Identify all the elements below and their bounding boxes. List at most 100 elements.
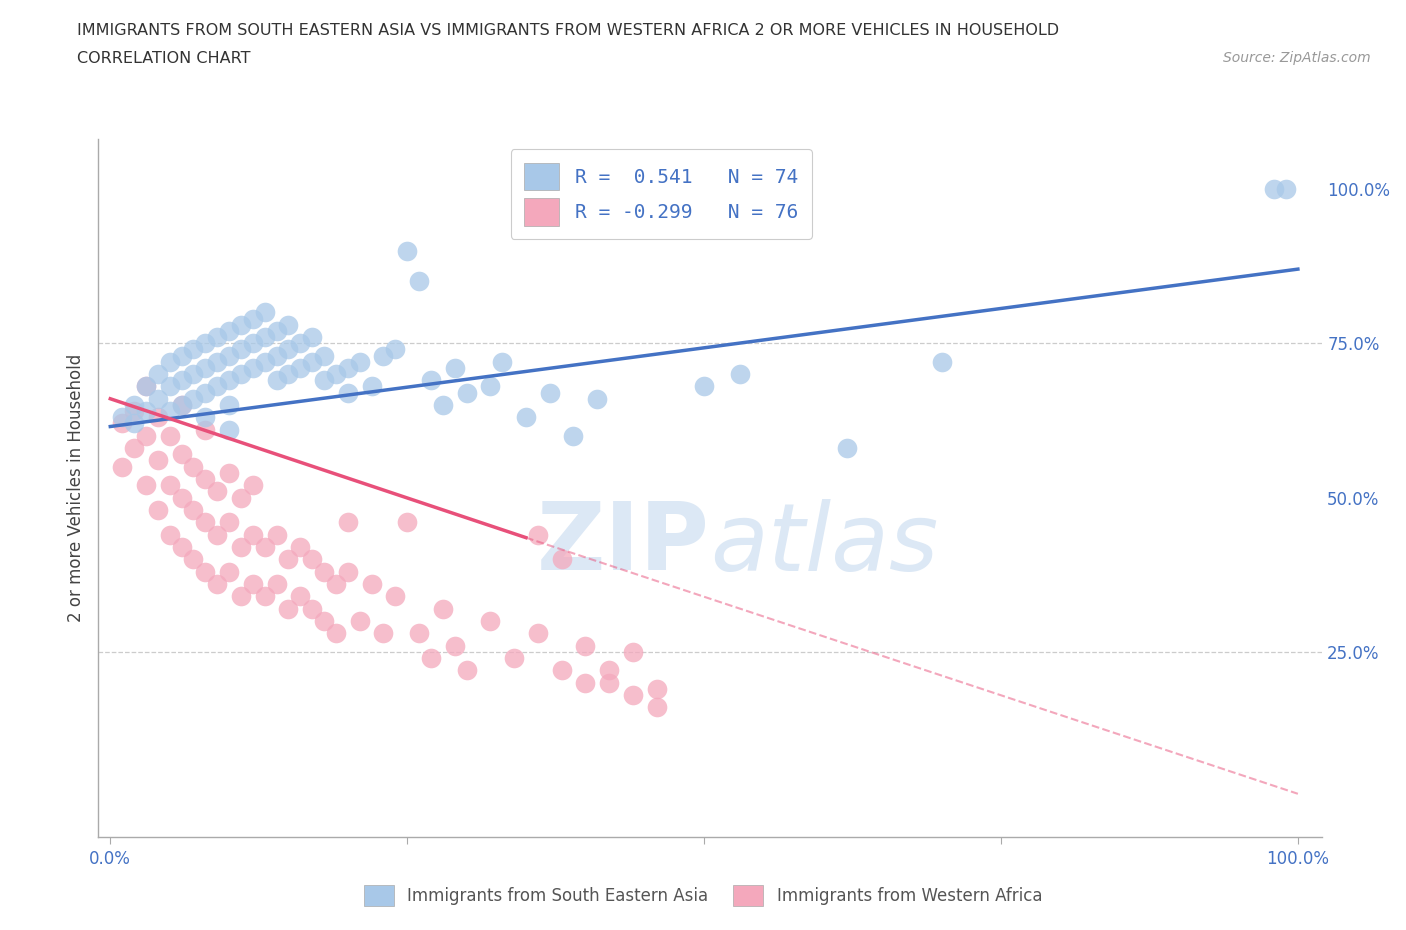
- Point: [621, 687, 644, 702]
- Point: [218, 565, 240, 579]
- Point: [194, 565, 217, 579]
- Point: [312, 565, 335, 579]
- Legend: R =  0.541   N = 74, R = -0.299   N = 76: R = 0.541 N = 74, R = -0.299 N = 76: [510, 149, 811, 239]
- Point: [396, 243, 419, 258]
- Point: [205, 354, 228, 369]
- Point: [277, 601, 299, 616]
- Point: [312, 614, 335, 629]
- Point: [218, 373, 240, 388]
- Point: [835, 441, 858, 456]
- Point: [349, 614, 371, 629]
- Point: [290, 589, 312, 604]
- Point: [218, 397, 240, 412]
- Point: [135, 478, 157, 493]
- Point: [205, 527, 228, 542]
- Point: [312, 348, 335, 363]
- Point: [420, 373, 443, 388]
- Point: [229, 539, 252, 554]
- Point: [194, 515, 217, 530]
- Point: [931, 354, 953, 369]
- Point: [229, 317, 252, 332]
- Point: [122, 441, 145, 456]
- Point: [290, 361, 312, 376]
- Point: [170, 397, 193, 412]
- Point: [146, 453, 169, 468]
- Point: [527, 626, 550, 641]
- Point: [253, 539, 276, 554]
- Point: [183, 502, 205, 517]
- Point: [183, 459, 205, 474]
- Point: [111, 410, 134, 425]
- Point: [266, 373, 288, 388]
- Point: [550, 551, 572, 566]
- Point: [194, 472, 217, 486]
- Point: [135, 404, 157, 418]
- Point: [527, 527, 550, 542]
- Point: [218, 422, 240, 437]
- Point: [218, 515, 240, 530]
- Point: [538, 385, 561, 400]
- Point: [170, 373, 193, 388]
- Point: [229, 490, 252, 505]
- Point: [266, 527, 288, 542]
- Point: [266, 577, 288, 591]
- Point: [408, 626, 430, 641]
- Point: [443, 361, 465, 376]
- Point: [277, 366, 299, 381]
- Point: [205, 484, 228, 498]
- Point: [598, 675, 620, 690]
- Point: [290, 539, 312, 554]
- Point: [586, 392, 609, 406]
- Point: [159, 527, 181, 542]
- Point: [146, 502, 169, 517]
- Text: atlas: atlas: [710, 498, 938, 590]
- Point: [598, 663, 620, 678]
- Point: [456, 385, 478, 400]
- Point: [194, 422, 217, 437]
- Point: [229, 589, 252, 604]
- Point: [277, 342, 299, 357]
- Point: [111, 416, 134, 431]
- Point: [266, 324, 288, 339]
- Point: [479, 614, 502, 629]
- Point: [325, 577, 347, 591]
- Point: [183, 342, 205, 357]
- Point: [479, 379, 502, 393]
- Point: [443, 638, 465, 653]
- Point: [170, 397, 193, 412]
- Point: [408, 274, 430, 289]
- Point: [218, 324, 240, 339]
- Point: [574, 638, 596, 653]
- Point: [242, 478, 264, 493]
- Point: [159, 354, 181, 369]
- Point: [301, 354, 323, 369]
- Point: [1263, 181, 1285, 196]
- Text: Source: ZipAtlas.com: Source: ZipAtlas.com: [1223, 51, 1371, 65]
- Point: [1275, 181, 1298, 196]
- Point: [349, 354, 371, 369]
- Point: [491, 354, 513, 369]
- Point: [325, 626, 347, 641]
- Point: [550, 663, 572, 678]
- Point: [515, 410, 537, 425]
- Text: ZIP: ZIP: [537, 498, 710, 590]
- Point: [183, 366, 205, 381]
- Point: [728, 366, 751, 381]
- Point: [170, 539, 193, 554]
- Point: [325, 366, 347, 381]
- Point: [122, 404, 145, 418]
- Point: [218, 348, 240, 363]
- Point: [242, 527, 264, 542]
- Point: [159, 429, 181, 444]
- Point: [277, 551, 299, 566]
- Point: [146, 366, 169, 381]
- Point: [266, 348, 288, 363]
- Point: [253, 589, 276, 604]
- Point: [146, 392, 169, 406]
- Point: [432, 397, 454, 412]
- Point: [301, 551, 323, 566]
- Point: [373, 348, 395, 363]
- Point: [360, 379, 382, 393]
- Point: [645, 682, 668, 697]
- Point: [146, 410, 169, 425]
